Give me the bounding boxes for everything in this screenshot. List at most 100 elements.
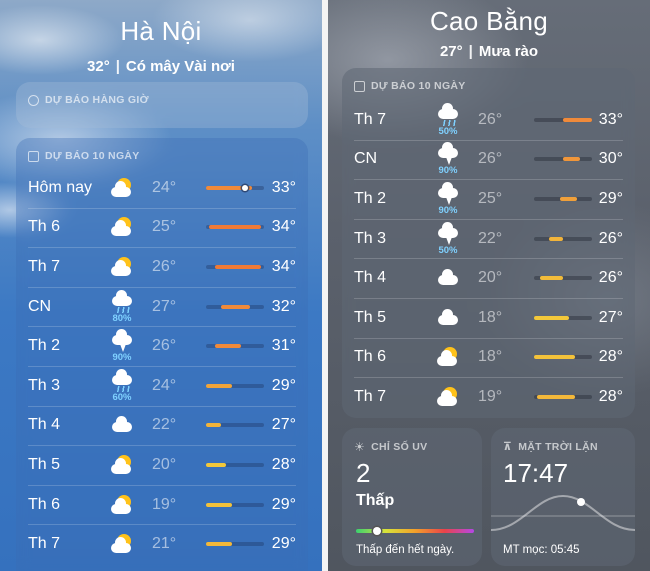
row-divider (28, 366, 296, 367)
temp-range-fill (220, 304, 250, 309)
low-temp: 20° (478, 269, 503, 287)
temp-range-fill (548, 236, 563, 241)
current-summary: 32° | Có mây Vài nơi (87, 58, 235, 75)
temp-range-fill (206, 383, 233, 388)
row-divider (354, 258, 623, 260)
temp-range-fill (206, 462, 227, 467)
day-label: Th 3 (354, 229, 387, 247)
high-temp: 33° (598, 110, 623, 128)
temp-range-fill (206, 423, 221, 428)
forecast-row[interactable]: Hôm nay 24° 33° (16, 168, 308, 208)
precip-chance: 60% (112, 391, 132, 403)
right-weather-screen: Cao Bằng 27° | Mưa rào DỰ BÁO 10 NGÀY Th 7… (328, 0, 650, 571)
thunderstorm-icon: 90% (108, 329, 136, 363)
ten-day-forecast-card[interactable]: DỰ BÁO 10 NGÀY Hôm nay 24° 33° Th 6 25° 34° Th… (16, 138, 308, 571)
temp-range-bar (206, 542, 264, 547)
sunset-icon: ⊼ (503, 441, 513, 453)
low-temp: 19° (478, 387, 503, 405)
day-label: Th 7 (28, 535, 61, 553)
sunset-header: MẶT TRỜI LẶN (518, 440, 598, 453)
day-label: Th 4 (354, 269, 387, 287)
temp-range-bar (206, 383, 264, 388)
uv-note: Thấp đến hết ngày. (356, 544, 455, 556)
clock-icon (28, 94, 39, 106)
high-temp: 29° (598, 189, 623, 207)
uv-index-widget[interactable]: ☀ CHỈ SỐ UV 2 Thấp Thấp đến hết ngày. (342, 428, 482, 566)
forecast-row[interactable]: Th 6 25° 34° (16, 207, 308, 248)
forecast-row[interactable]: CN 80% 27° 32° (16, 286, 308, 327)
day-label: Th 4 (28, 416, 61, 434)
day-label: Th 7 (354, 110, 387, 128)
partly-sunny-icon (108, 250, 136, 284)
temp-range-fill (539, 276, 563, 281)
temp-range-bar (206, 184, 264, 191)
row-divider (28, 207, 296, 209)
high-temp: 34° (271, 218, 296, 236)
forecast-row[interactable]: Th 2 90% 26° 31° (16, 326, 308, 366)
cloud-icon (434, 261, 462, 295)
forecast-row[interactable]: Th 6 19° 29° (16, 484, 308, 525)
forecast-row[interactable]: Th 7 19° 28° (342, 377, 635, 417)
forecast-row[interactable]: Th 7 50% 26° 33° (342, 100, 635, 140)
sunrise-time: MT mọc: 05:45 (503, 544, 580, 556)
city-name: Cao Bằng (429, 6, 549, 36)
current-temp: 32° (87, 58, 110, 75)
current-summary: 27° | Mưa rào (439, 43, 539, 60)
temp-range-bar (534, 196, 592, 201)
row-divider (354, 377, 623, 379)
sunset-widget[interactable]: ⊼ MẶT TRỜI LẶN 17:47 MT mọc: 05:45 (491, 428, 635, 566)
uv-level: Thấp (356, 492, 395, 509)
uv-header: CHỈ SỐ UV (371, 441, 428, 453)
day-label: Th 2 (354, 189, 387, 207)
temp-range-fill (206, 185, 253, 190)
current-condition: Mưa rào (478, 43, 539, 60)
day-label: Th 2 (28, 337, 61, 355)
precip-chance: 50% (438, 125, 458, 137)
forecast-row[interactable]: Th 5 20° 28° (16, 445, 308, 485)
current-condition: Có mây Vài nơi (125, 58, 235, 75)
calendar-icon (28, 150, 39, 162)
high-temp: 29° (271, 535, 296, 553)
low-temp: 22° (478, 229, 503, 247)
thunderstorm-icon: 90% (434, 181, 462, 216)
temp-range-bar (534, 315, 592, 320)
forecast-row[interactable]: Th 3 50% 22° 26° (342, 218, 635, 259)
temp-range-bar (534, 117, 592, 122)
hourly-forecast-card[interactable]: DỰ BÁO HÀNG GIỜ (16, 82, 308, 128)
row-divider (28, 445, 296, 447)
row-divider (28, 326, 296, 328)
city-name: Hà Nội (120, 16, 202, 46)
partly-sunny-icon (108, 210, 136, 244)
forecast-row[interactable]: Th 7 26° 34° (16, 247, 308, 287)
forecast-row[interactable]: Th 5 18° 27° (342, 298, 635, 338)
forecast-row[interactable]: Th 4 22° 27° (16, 405, 308, 446)
row-divider (354, 218, 623, 220)
temp-range-bar (534, 236, 592, 241)
forecast-row[interactable]: Th 4 20° 26° (342, 258, 635, 298)
thunderstorm-icon: 90% (434, 142, 462, 176)
high-temp: 33° (271, 178, 296, 196)
rain-icon: 80% (108, 289, 136, 324)
low-temp: 27° (152, 297, 177, 315)
partly-sunny-icon (108, 527, 136, 561)
row-divider (354, 337, 623, 339)
temp-range-bar (534, 276, 592, 281)
forecast-row[interactable]: Th 2 90% 25° 29° (342, 179, 635, 219)
high-temp: 27° (598, 308, 623, 326)
row-divider (354, 298, 623, 299)
cloud-icon (108, 408, 136, 442)
temp-range-fill (208, 225, 262, 230)
forecast-row[interactable]: Th 3 60% 24° 29° (16, 366, 308, 406)
low-temp: 24° (152, 376, 177, 394)
thunderstorm-icon: 50% (434, 221, 462, 256)
ten-day-forecast-card[interactable]: DỰ BÁO 10 NGÀY Th 7 50% 26° 33° CN 90% 26° 30° T… (342, 68, 635, 418)
day-label: Th 5 (354, 308, 387, 326)
forecast-row[interactable]: Th 6 18° 28° (342, 337, 635, 378)
forecast-row[interactable]: CN 90% 26° 30° (342, 139, 635, 180)
forecast-row[interactable]: Th 7 21° 29° (16, 524, 308, 564)
temp-range-fill (560, 196, 578, 201)
row-divider (354, 179, 623, 181)
current-temp: 27° (439, 43, 463, 60)
partly-sunny-icon (108, 171, 136, 205)
row-divider (28, 524, 296, 526)
